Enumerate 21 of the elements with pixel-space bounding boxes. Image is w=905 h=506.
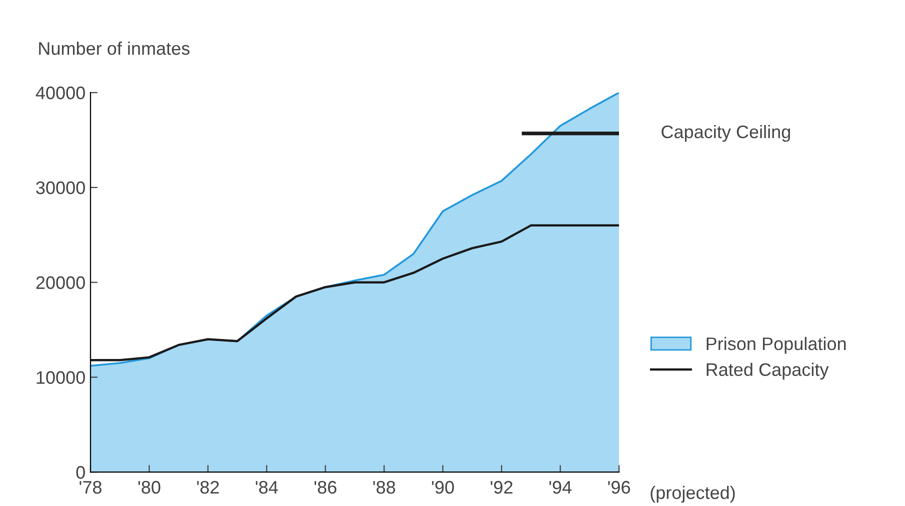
legend-label: Prison Population	[706, 336, 846, 354]
y-tick-label: 10000	[36, 371, 85, 384]
x-tick-label: '84	[256, 480, 278, 494]
x-tick-label: '96	[608, 480, 630, 494]
line-series	[90, 224, 620, 362]
x-tick-label: '88	[373, 480, 396, 494]
text: (projected)	[650, 486, 735, 503]
y-axis-title: Number of inmates	[39, 42, 190, 55]
y-tick-label: 30000	[36, 181, 85, 194]
legend-label: Rated Capacity	[706, 362, 829, 380]
text: Capacity Ceiling	[662, 124, 790, 142]
x-tick-label: '80	[138, 480, 160, 494]
x-tick-label: '86	[314, 480, 336, 494]
y-tick-label: 40000	[36, 86, 85, 100]
y-tick-label: 20000	[36, 276, 85, 290]
x-tick-label: '78	[80, 480, 102, 494]
y-tick-label: 0	[76, 466, 85, 479]
x-tick-label: '94	[549, 480, 572, 494]
x-tick-label: '82	[197, 480, 219, 494]
x-tick-label: '90	[432, 480, 454, 494]
x-tick-label: '92	[490, 480, 512, 494]
